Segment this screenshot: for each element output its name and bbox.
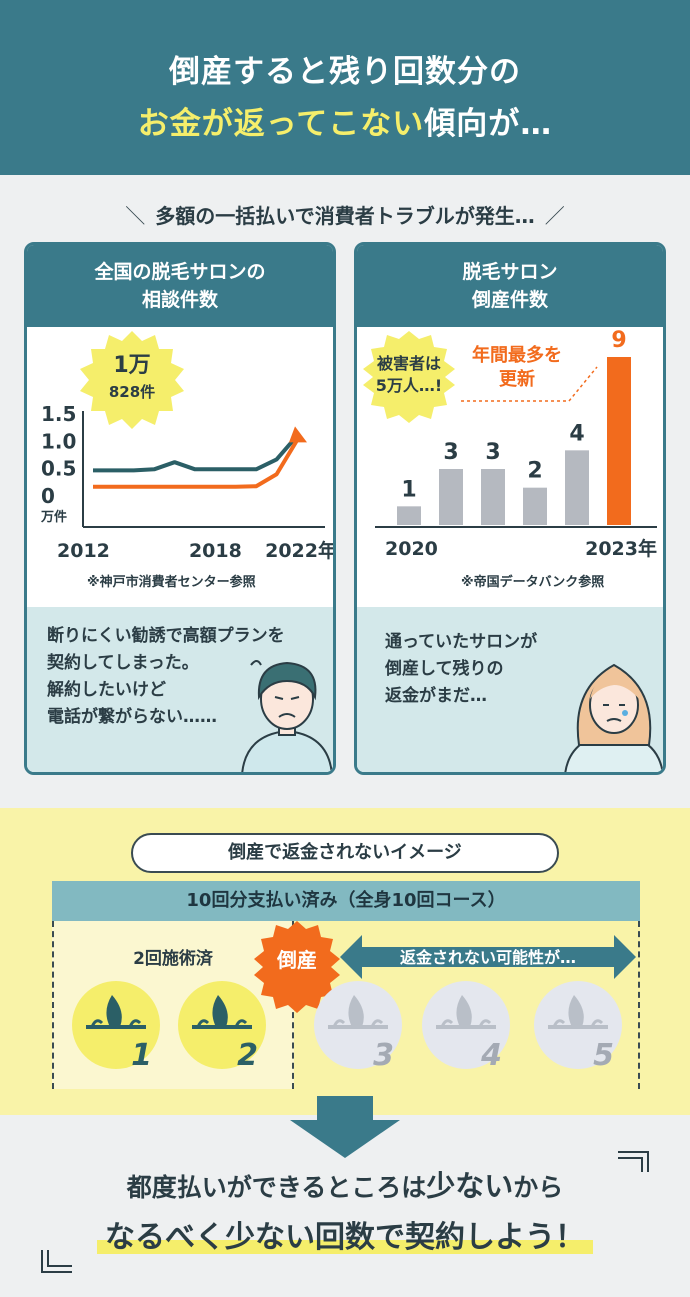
session-circle-4: 4 (422, 981, 510, 1073)
x-tick-label: 2020 (385, 538, 438, 560)
subhead: ＼ 多額の一括払いで消費者トラブルが発生… ／ (0, 200, 690, 229)
bar-chart: 被害者は 5万人…! 年間最多を 更新 1 2020 3 3 2 4 9 2023年 (363, 328, 657, 560)
chart-area: 被害者は 5万人…! 年間最多を 更新 1 2020 3 3 2 4 9 2023年 (357, 327, 663, 607)
badge-burst (363, 331, 455, 423)
conclusion-part-c: から (513, 1173, 564, 1202)
y-tick-label: 0 (41, 484, 55, 508)
session-circle-5: 5 (534, 981, 622, 1073)
session-circle-3: 3 (314, 981, 402, 1073)
header-title-line1: 倒産すると残り回数分の (169, 54, 521, 90)
x-tick-label: 2023年 (585, 537, 657, 560)
panel-title: 脱毛サロン 倒産件数 (357, 245, 663, 327)
chart-area: 1万 828件 1.5 1.0 0.5 0 万件 2012 2018 2022年 (27, 327, 333, 607)
refund-image-title: 倒産で返金されないイメージ (131, 833, 559, 873)
x-tick-label: 2018 (189, 540, 242, 562)
quote-right: 通っていたサロンが 倒産して残りの 返金がまだ… (385, 629, 537, 710)
session-number: 3 (373, 1038, 394, 1073)
panel-title-line1: 脱毛サロン (462, 261, 558, 283)
series-line-1 (93, 434, 299, 473)
not-refunded-label: 返金されない可能性が… (400, 948, 576, 967)
panel-consultations: 全国の脱毛サロンの 相談件数 1万 828件 1.5 1.0 0.5 0 万件 2012 2… (24, 242, 336, 775)
badge-line1: 被害者は (377, 354, 441, 373)
conclusion-line2: なるべく少ない回数で契約しよう！ (0, 1212, 690, 1256)
bankrupt-label: 倒産 (276, 948, 317, 972)
header-title-line2: お金が返ってこない傾向が… (0, 98, 690, 143)
record-line1: 年間最多を (472, 344, 562, 366)
not-refunded-arrow (340, 935, 636, 979)
source-left: ※神戸市消費者センター参照 (87, 575, 256, 590)
panel-title: 全国の脱毛サロンの 相談件数 (27, 245, 333, 327)
torn-edge (0, 160, 690, 174)
session-number: 4 (480, 1038, 502, 1073)
panel-bankruptcies: 脱毛サロン 倒産件数 被害者は 5万人…! 年間最多を 更新 1 2020 3 3 2 4… (354, 242, 666, 775)
conclusion-line1: 都度払いができるところは少ないから (0, 1163, 690, 1205)
series-arrowhead (289, 426, 307, 443)
bar (481, 469, 505, 525)
corner-bracket-top (618, 1151, 649, 1172)
source-right: ※帝国データバンク参照 (461, 575, 605, 590)
subhead-text: 多額の一括払いで消費者トラブルが発生… (155, 204, 535, 228)
bar-value-label: 1 (401, 477, 416, 502)
quote-line: 倒産して残りの (385, 659, 504, 679)
bankrupt-burst (254, 921, 340, 1013)
badge-burst (80, 331, 184, 429)
y-unit-label: 万件 (40, 509, 67, 525)
completed-label: 2回施術済 (133, 949, 213, 969)
bar-value-label: 3 (485, 440, 500, 465)
session-circle-1: 1 (72, 981, 160, 1073)
session-number: 5 (593, 1038, 614, 1073)
quote-left: 断りにくい勧誘で高額プランを 契約してしまった。 解約したいけど 電話が繋がらな… (47, 623, 285, 731)
conclusion-part-a: 都度払いができるところは (126, 1173, 427, 1202)
bar (607, 357, 631, 525)
conclusion-part-b: 少ない (426, 1169, 514, 1203)
record-pointer (461, 366, 598, 402)
quote-line: 電話が繋がらない…… (47, 707, 217, 727)
header-highlight: お金が返ってこない (137, 106, 425, 142)
bar-value-label: 4 (569, 421, 584, 446)
conclusion-emphasis: なるべく少ない回数で契約しよう！ (97, 1212, 593, 1256)
session-number: 2 (237, 1038, 258, 1073)
line-chart: 1万 828件 1.5 1.0 0.5 0万件 2012 2018 2022年 (40, 331, 333, 562)
bar-value-label: 2 (527, 459, 542, 484)
session-number: 1 (131, 1038, 152, 1073)
session-circle-2: 2 (178, 981, 266, 1073)
down-arrow-icon (290, 1096, 400, 1158)
session-diagram: 倒産 返金されない可能性が… 1 2 3 4 5 (72, 921, 636, 1073)
right-divider (638, 921, 640, 1089)
bar (397, 506, 421, 525)
header-rest: 傾向が… (424, 106, 553, 142)
paid-bar: 10回分支払い済み（全身10回コース） (52, 881, 640, 921)
x-tick-label: 2022年 (265, 539, 333, 562)
bar (439, 469, 463, 525)
worried-man-icon (241, 660, 333, 772)
y-tick-label: 1.5 (41, 402, 76, 426)
corner-bracket-bottom (41, 1250, 72, 1273)
series-line-2 (93, 439, 299, 489)
quote-line: 断りにくい勧誘で高額プランを (47, 626, 285, 646)
quote-line: 返金がまだ… (385, 686, 487, 706)
badge-line2: 5万人…! (376, 376, 442, 395)
panel-title-line1: 全国の脱毛サロンの (94, 261, 266, 283)
y-tick-label: 0.5 (41, 457, 76, 481)
record-line2: 更新 (499, 368, 535, 390)
bar-value-label: 3 (443, 440, 458, 465)
slash-right: ／ (544, 204, 565, 228)
badge-line2: 828件 (109, 383, 155, 401)
x-tick-label: 2012 (57, 540, 110, 562)
quote-line: 通っていたサロンが (385, 632, 538, 652)
bar-value-label: 9 (611, 328, 626, 353)
panel-title-line2: 相談件数 (141, 289, 218, 311)
badge-line1: 1万 (113, 353, 150, 378)
bar (565, 450, 589, 525)
bar (523, 487, 547, 525)
y-tick-label: 1.0 (41, 429, 76, 453)
header-banner (0, 0, 690, 175)
worried-woman-icon (564, 663, 663, 772)
slash-left: ＼ (125, 204, 146, 228)
quote-line: 解約したいけど (47, 680, 166, 700)
panel-title-line2: 倒産件数 (471, 289, 548, 311)
quote-line: 契約してしまった。 (47, 653, 199, 673)
